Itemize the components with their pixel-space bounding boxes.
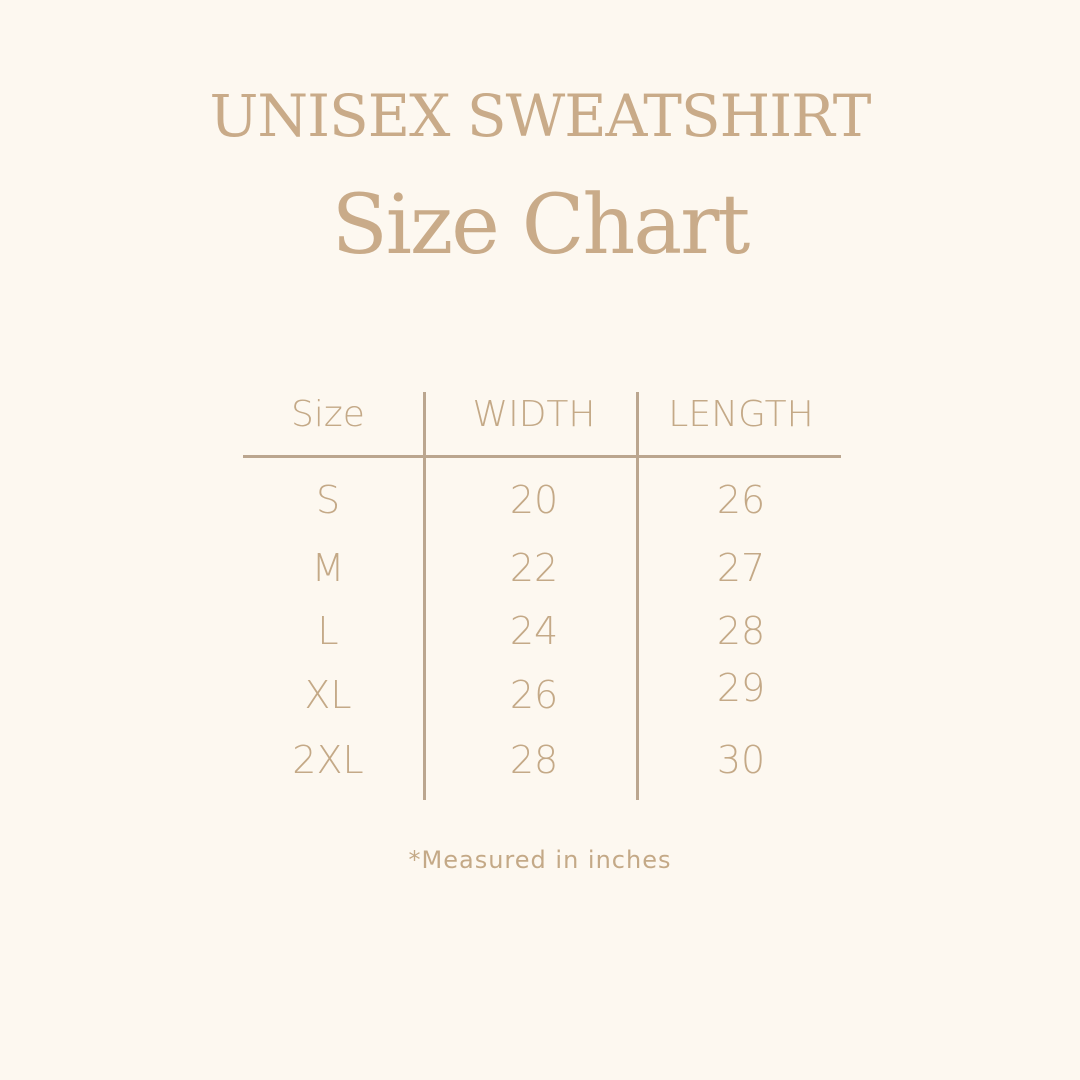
column-divider	[636, 392, 639, 800]
cell-size: 2XL	[292, 738, 364, 782]
cell-length: 28	[716, 609, 766, 653]
cell-width: 28	[509, 738, 559, 782]
cell-width: 20	[509, 478, 559, 522]
cell-length: 30	[716, 738, 766, 782]
cell-length: 26	[716, 478, 766, 522]
header-divider	[243, 455, 841, 458]
cell-size: XL	[304, 673, 352, 717]
cell-size: S	[315, 478, 341, 522]
header-size: Size	[291, 394, 365, 435]
column-divider	[423, 392, 426, 800]
cell-length: 29	[716, 666, 766, 710]
subtitle: Size Chart	[331, 178, 751, 273]
measurement-note: *Measured in inches	[408, 846, 672, 874]
header-length: LENGTH	[668, 394, 814, 435]
cell-size: M	[311, 546, 345, 590]
cell-width: 24	[509, 609, 559, 653]
cell-width: 26	[509, 673, 559, 717]
header-width: WIDTH	[472, 394, 596, 435]
cell-width: 22	[509, 546, 559, 590]
cell-length: 27	[716, 546, 766, 590]
title: UNISEX SWEATSHIRT	[209, 82, 872, 150]
cell-size: L	[317, 609, 339, 653]
